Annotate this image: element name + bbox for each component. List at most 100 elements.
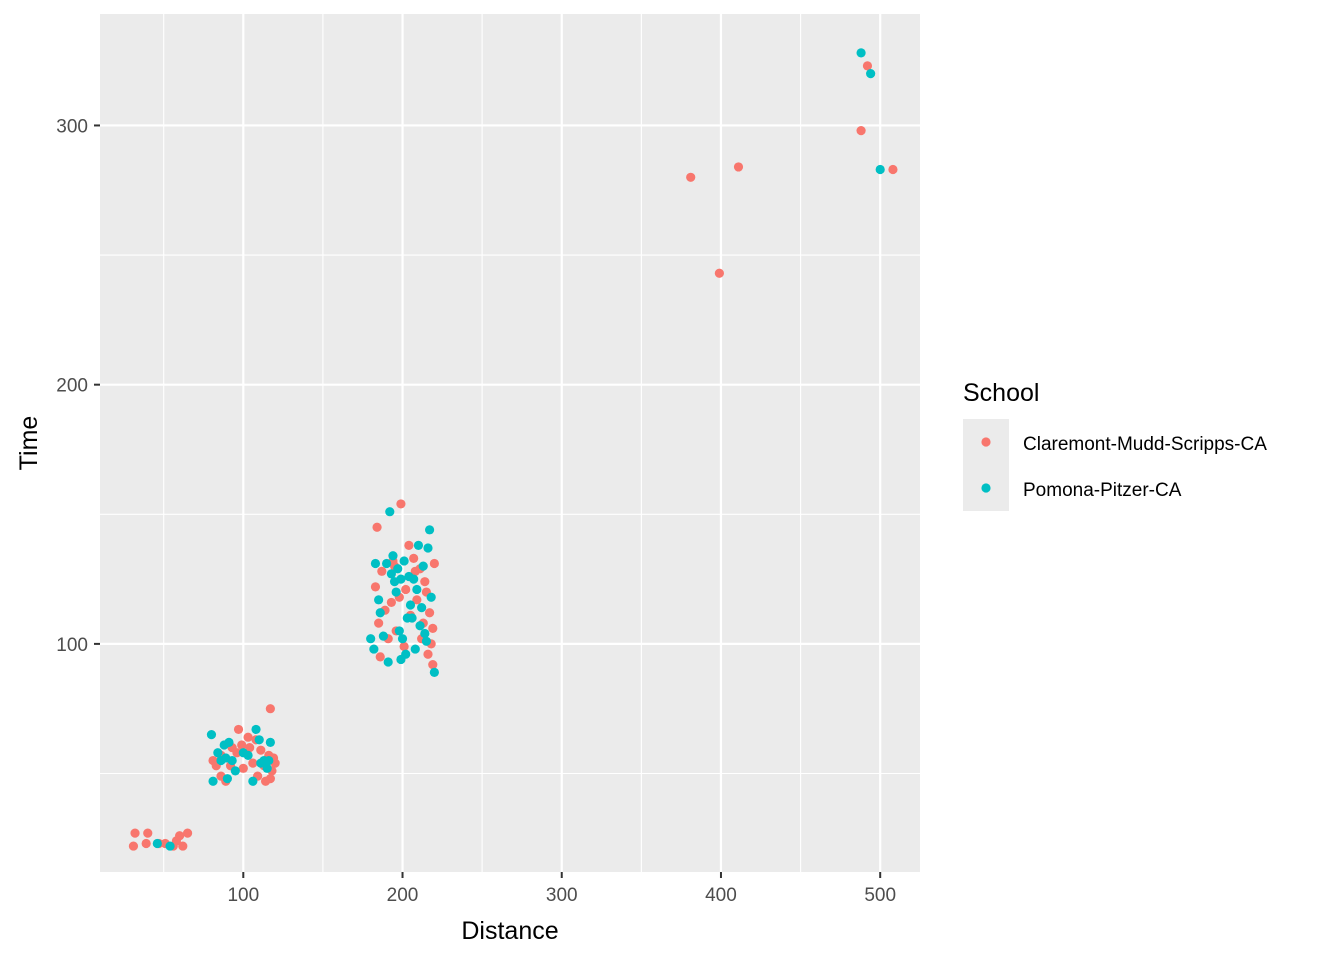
data-point — [265, 704, 275, 714]
data-point — [233, 724, 244, 735]
data-point — [405, 600, 416, 610]
data-point — [399, 641, 409, 652]
data-point — [256, 745, 266, 755]
data-point — [407, 613, 417, 623]
data-point — [385, 507, 395, 517]
data-point — [370, 558, 381, 569]
data-point — [421, 636, 432, 646]
data-point — [382, 558, 392, 569]
data-point — [128, 841, 139, 851]
data-point — [248, 758, 258, 768]
data-point — [375, 608, 385, 618]
data-point — [378, 631, 389, 641]
data-point — [237, 740, 247, 750]
data-point — [429, 558, 439, 569]
data-point — [227, 755, 237, 766]
data-point — [130, 828, 140, 838]
minor-grid — [100, 14, 920, 872]
data-point — [399, 556, 409, 566]
major-grid — [100, 14, 920, 872]
data-point — [254, 735, 264, 745]
y-tick-label: 300 — [56, 116, 88, 137]
data-point — [245, 742, 255, 753]
data-point — [393, 564, 403, 574]
data-point — [888, 164, 898, 175]
data-point — [383, 657, 393, 667]
data-point — [409, 553, 419, 563]
data-point — [224, 737, 234, 747]
data-point — [418, 561, 428, 571]
data-point — [374, 595, 384, 605]
data-point — [243, 732, 253, 742]
data-point — [208, 776, 218, 786]
data-point — [265, 737, 275, 747]
data-points — [128, 48, 898, 851]
data-point — [386, 597, 396, 608]
data-point — [366, 634, 376, 644]
data-point — [401, 584, 411, 595]
legend-label-claremont: Claremont-Mudd-Scripps-CA — [1023, 434, 1267, 455]
data-point — [875, 164, 885, 175]
data-point — [182, 828, 193, 838]
data-point — [375, 652, 385, 662]
y-axis-ticks: 100 200 300 — [56, 116, 100, 656]
data-point — [417, 603, 427, 613]
data-point — [413, 540, 424, 550]
legend-key-claremont — [981, 437, 991, 447]
x-tick-label: 200 — [387, 885, 419, 906]
data-point — [397, 634, 408, 644]
data-point — [862, 61, 873, 71]
data-point — [391, 587, 401, 597]
data-point — [370, 582, 381, 592]
data-point — [264, 755, 274, 766]
data-point — [213, 748, 223, 758]
data-point — [714, 268, 724, 278]
data-point — [415, 621, 425, 631]
data-point — [262, 763, 272, 773]
x-axis-ticks: 100 200 300 400 500 — [227, 872, 896, 906]
x-axis-title: Distance — [461, 917, 558, 945]
data-point — [410, 644, 420, 654]
data-point — [426, 592, 436, 602]
data-point — [396, 499, 406, 509]
data-point — [396, 574, 406, 584]
data-point — [388, 551, 398, 561]
data-point — [377, 566, 387, 576]
data-point — [429, 667, 439, 678]
legend-label-pomona: Pomona-Pitzer-CA — [1023, 480, 1182, 501]
legend-title: School — [963, 379, 1039, 407]
data-point — [423, 543, 433, 553]
data-point — [175, 831, 185, 841]
data-point — [394, 626, 404, 636]
data-point — [401, 649, 411, 659]
data-point — [856, 48, 866, 58]
data-point — [420, 577, 430, 587]
data-point — [866, 69, 876, 79]
x-tick-label: 400 — [705, 885, 737, 906]
data-point — [424, 525, 435, 535]
data-point — [141, 838, 151, 849]
data-point — [428, 660, 438, 670]
data-point — [409, 574, 419, 584]
data-point — [374, 618, 384, 628]
y-tick-label: 200 — [56, 376, 88, 397]
data-point — [178, 841, 188, 851]
data-point — [165, 841, 175, 851]
data-point — [420, 628, 430, 639]
data-point — [152, 838, 162, 849]
x-tick-label: 500 — [864, 885, 896, 906]
x-tick-label: 300 — [546, 885, 578, 906]
data-point — [423, 649, 433, 659]
data-point — [856, 126, 866, 136]
data-point — [412, 584, 422, 595]
legend-key-pomona — [981, 483, 991, 493]
data-point — [143, 828, 153, 838]
data-point — [238, 763, 248, 773]
data-point — [243, 750, 253, 760]
data-point — [206, 730, 217, 740]
data-point — [733, 162, 744, 172]
data-point — [369, 644, 379, 654]
data-point — [424, 608, 435, 618]
data-point — [686, 172, 696, 182]
